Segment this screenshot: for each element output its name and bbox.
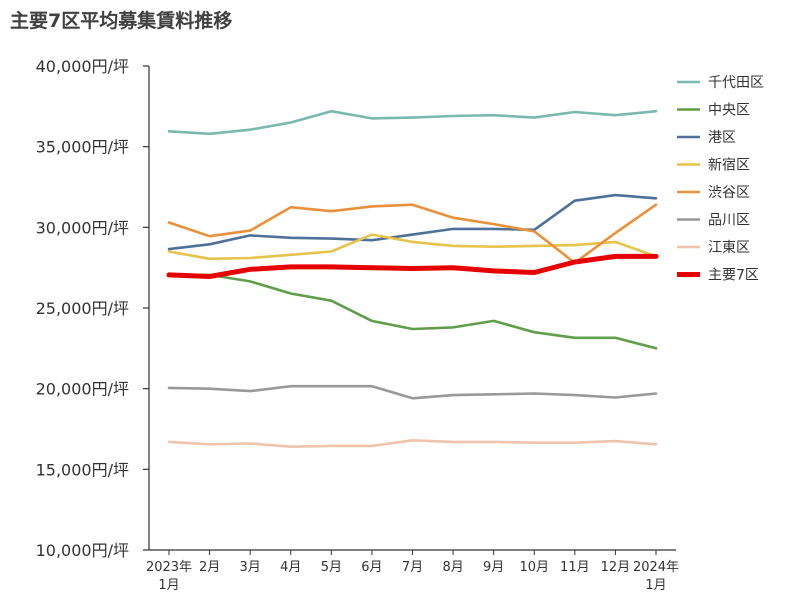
- chart-title: 主要7区平均募集賃料推移: [10, 10, 233, 32]
- chart-axes: [148, 66, 676, 551]
- series-line-4: [167, 233, 658, 261]
- x-tick-label: 5月: [321, 560, 342, 575]
- x-tick-label: 10月: [519, 560, 549, 575]
- x-tick-label: 4月: [280, 560, 301, 575]
- x-tick-label: 8月: [442, 560, 463, 575]
- x-tick-label: 9月: [483, 560, 504, 575]
- legend-label: 新宿区: [708, 157, 750, 174]
- series-line-2: [167, 273, 658, 350]
- legend-label: 渋谷区: [708, 185, 750, 201]
- x-tick-label: 2月: [199, 560, 220, 575]
- x-tick-label: 7月: [402, 560, 423, 575]
- x-tick-label: 12月: [601, 560, 631, 575]
- x-tick-label: 3月: [240, 560, 261, 575]
- series-line-8: [166, 253, 659, 279]
- y-tick-label: 30,000円/坪: [36, 218, 129, 237]
- legend-label: 港区: [708, 130, 736, 146]
- y-tick-label: 15,000円/坪: [36, 460, 129, 479]
- y-axis-ticks: 10,000円/坪 15,000円/坪 20,000円/坪 25,000円/坪 30,0…: [36, 57, 149, 560]
- series-line-6: [167, 384, 658, 400]
- x-tick-label: 2023年: [146, 560, 192, 575]
- legend-label: 主要7区: [708, 268, 759, 284]
- x-tick-label: 1月: [158, 578, 179, 593]
- x-tick-label: 6月: [361, 560, 382, 575]
- y-tick-label: 20,000円/坪: [36, 380, 129, 399]
- y-tick-label: 40,000円/坪: [36, 57, 129, 76]
- y-tick-label: 25,000円/坪: [36, 299, 129, 318]
- legend-label: 千代田区: [708, 75, 764, 91]
- series-lines: [166, 109, 659, 449]
- y-tick-label: 35,000円/坪: [36, 138, 129, 157]
- x-tick-label: 11月: [560, 560, 590, 575]
- legend-label: 品川区: [708, 213, 750, 229]
- series-line-7: [167, 438, 658, 449]
- x-axis-ticks: 2023年 1月 2月 3月 4月 5月 6月 7月 8月 9月 10月 11月 12月 2024年 1月: [146, 550, 679, 593]
- y-tick-label: 10,000円/坪: [36, 541, 129, 560]
- legend-label: 中央区: [708, 103, 750, 119]
- legend-label: 江東区: [708, 240, 750, 256]
- series-line-1: [167, 109, 658, 136]
- x-tick-label: 1月: [645, 578, 666, 593]
- x-tick-label: 2024年: [633, 560, 679, 575]
- series-line-3: [167, 193, 658, 251]
